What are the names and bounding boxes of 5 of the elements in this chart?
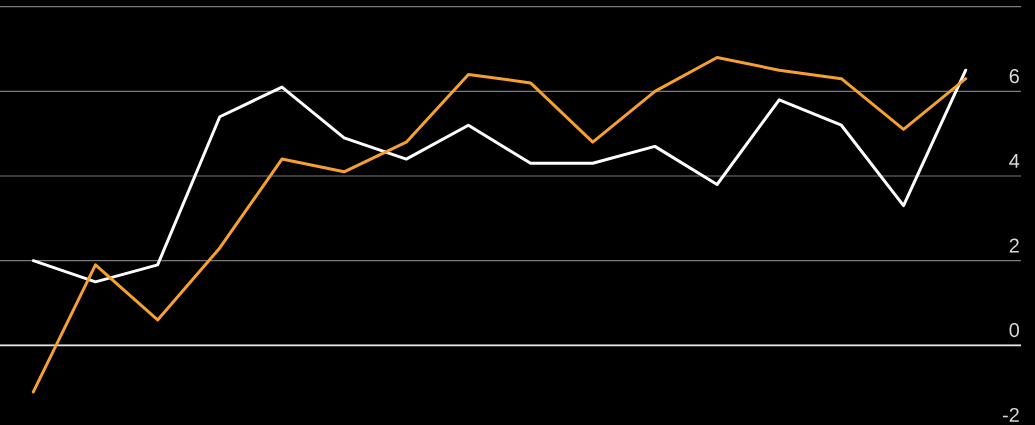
y-tick-label: 6 bbox=[1009, 69, 1019, 84]
y-tick-label: 0 bbox=[1009, 323, 1020, 338]
y-tick-label: 2 bbox=[1009, 238, 1019, 253]
y-tick-label: 4 bbox=[1009, 154, 1020, 168]
y-tick-label: -2 bbox=[1002, 407, 1019, 422]
